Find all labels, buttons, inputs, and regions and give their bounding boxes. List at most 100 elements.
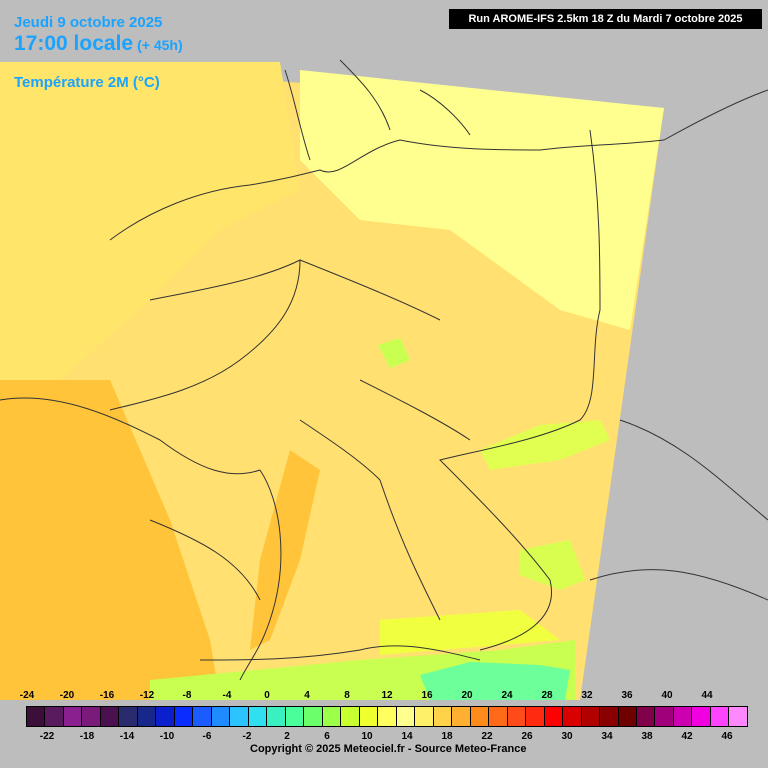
legend-tick-label: 22 — [481, 731, 493, 742]
legend-tick-label: -16 — [99, 690, 115, 701]
border-france-germany — [239, 469, 282, 681]
legend-swatch — [193, 707, 212, 726]
legend-swatch — [341, 707, 360, 726]
border-germany-east — [439, 309, 601, 651]
internal-regions — [149, 259, 471, 621]
rhine-valley — [250, 450, 320, 650]
legend-swatch — [285, 707, 305, 726]
legend-swatch — [710, 707, 730, 726]
bohemian-ridge — [520, 540, 585, 590]
legend-swatch — [692, 707, 711, 726]
legend-swatch — [470, 707, 490, 726]
legend-swatch — [600, 707, 619, 726]
legend-swatch — [63, 707, 83, 726]
cool-zone-northwest — [0, 62, 300, 380]
legend-swatch — [378, 707, 397, 726]
legend-tick-label: -22 — [39, 731, 55, 742]
border-belgium — [0, 397, 261, 475]
legend-tick-label: 36 — [621, 690, 633, 701]
legend-swatch — [433, 707, 453, 726]
legend-swatch — [673, 707, 693, 726]
forecast-time: 17:00 locale (+ 45h) — [14, 32, 183, 56]
cool-zone-east — [300, 70, 664, 330]
legend-tick-label: 4 — [304, 690, 310, 701]
legend-swatch — [452, 707, 471, 726]
border-east-outside — [589, 89, 768, 601]
legend-tick-label: -4 — [222, 690, 232, 701]
legend-tick-label: 6 — [324, 731, 330, 742]
legend-tick-label: -6 — [202, 731, 212, 742]
border-switzerland — [199, 645, 481, 661]
legend-tick-label: 18 — [441, 731, 453, 742]
legend-swatch — [526, 707, 545, 726]
legend-tick-label: 12 — [381, 690, 393, 701]
legend-swatch — [359, 707, 379, 726]
legend-swatch — [27, 707, 46, 726]
legend-tick-label: 14 — [401, 731, 413, 742]
legend-swatch — [729, 707, 747, 726]
legend-tick-label: -14 — [119, 731, 135, 742]
legend-tick-label: -8 — [182, 690, 192, 701]
legend-swatch — [156, 707, 175, 726]
legend-swatch — [304, 707, 323, 726]
legend-swatch — [415, 707, 434, 726]
legend-tick-label: 40 — [661, 690, 673, 701]
legend-tick-label: 44 — [701, 690, 713, 701]
legend-swatch — [563, 707, 582, 726]
legend-swatch — [100, 707, 120, 726]
legend-swatch — [396, 707, 416, 726]
legend-swatch — [618, 707, 637, 726]
legend-tick-label: -12 — [139, 690, 155, 701]
legend-swatch — [489, 707, 508, 726]
run-info: Run AROME-IFS 2.5km 18 Z du Mardi 7 octo… — [449, 9, 762, 29]
harz-ridge — [378, 338, 410, 368]
low-ridge-south — [380, 610, 560, 655]
legend-tick-label: 20 — [461, 690, 473, 701]
border-netherlands — [109, 259, 301, 411]
copyright: Copyright © 2025 Meteociel.fr - Source M… — [250, 743, 527, 755]
legend-tick-label: 32 — [581, 690, 593, 701]
legend-tick-label: 26 — [521, 731, 533, 742]
legend-tick-label: -20 — [59, 690, 75, 701]
legend-tick-label: 38 — [641, 731, 653, 742]
legend-swatch — [248, 707, 268, 726]
legend-swatch — [230, 707, 249, 726]
forecast-time-value: 17:00 locale — [14, 32, 134, 55]
legend-tick-label: 0 — [264, 690, 270, 701]
legend-tick-label: 46 — [721, 731, 733, 742]
legend-swatch — [45, 707, 64, 726]
legend-tick-label: -10 — [159, 731, 175, 742]
border-poland — [589, 129, 601, 311]
coastline-denmark — [284, 59, 471, 161]
legend-tick-label: 2 — [284, 731, 290, 742]
alps-cold — [420, 662, 570, 700]
legend-tick-label: 42 — [681, 731, 693, 742]
legend-tick-label: 28 — [541, 690, 553, 701]
legend-tick-label: 30 — [561, 731, 573, 742]
legend-swatch — [174, 707, 194, 726]
legend-tick-label: 16 — [421, 690, 433, 701]
legend-swatch — [581, 707, 601, 726]
legend-tick-label: 34 — [601, 731, 613, 742]
legend-tick-label: 8 — [344, 690, 350, 701]
coastline-north — [109, 139, 665, 241]
variable-title: Température 2M (°C) — [14, 74, 160, 91]
legend-tick-label: 10 — [361, 731, 373, 742]
legend-swatch — [544, 707, 564, 726]
legend-tick-label: 24 — [501, 690, 513, 701]
legend-swatch — [137, 707, 157, 726]
legend-bar — [26, 706, 748, 727]
legend-tick-label: -24 — [19, 690, 35, 701]
legend-tick-label: -18 — [79, 731, 95, 742]
borders — [0, 59, 768, 681]
legend-tick-label: -2 — [242, 731, 252, 742]
legend-swatch — [267, 707, 286, 726]
legend-swatch — [211, 707, 231, 726]
legend-swatch — [655, 707, 674, 726]
legend-swatch — [119, 707, 138, 726]
warm-zone-west — [0, 380, 220, 700]
legend-swatch — [636, 707, 656, 726]
ore-mountains — [480, 420, 610, 470]
forecast-lead: (+ 45h) — [137, 37, 183, 53]
